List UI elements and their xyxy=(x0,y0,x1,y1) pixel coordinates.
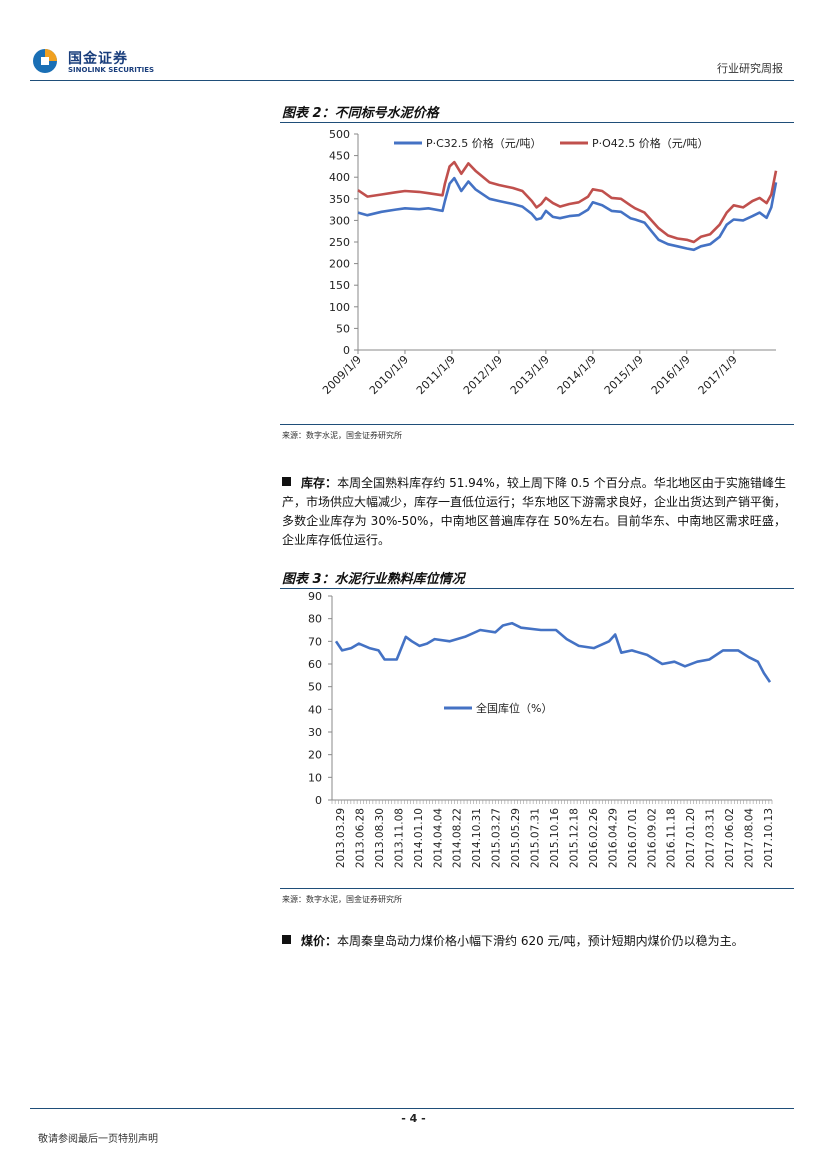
bullet-icon xyxy=(282,935,291,944)
y-tick-label: 250 xyxy=(329,236,350,249)
y-tick-label: 350 xyxy=(329,193,350,206)
x-tick-label: 2013.03.29 xyxy=(335,808,347,868)
page-number: - 4 - xyxy=(401,1112,426,1125)
x-tick-label: 2016.11.18 xyxy=(666,808,678,868)
y-tick-label: 0 xyxy=(315,794,322,807)
figure3-source: 来源：数字水泥，国金证券研究所 xyxy=(282,895,402,904)
figure2-bottom-rule xyxy=(280,424,794,425)
x-tick-label: 2015/1/9 xyxy=(602,353,646,397)
y-tick-label: 40 xyxy=(308,703,322,716)
bullet-icon xyxy=(282,477,291,486)
inventory-paragraph: 库存：本周全国熟料库存约 51.94%，较上周下降 0.5 个百分点。华北地区由… xyxy=(282,474,786,550)
x-tick-label: 2017.03.31 xyxy=(705,808,717,868)
legend-label: P·O42.5 价格（元/吨） xyxy=(592,136,708,150)
x-tick-label: 2014/1/9 xyxy=(555,353,599,397)
y-tick-label: 200 xyxy=(329,258,350,271)
x-tick-label: 2016.02.26 xyxy=(588,808,600,868)
x-tick-label: 2016.07.01 xyxy=(627,808,639,868)
legend-label: P·C32.5 价格（元/吨） xyxy=(426,136,542,150)
inventory-label: 库存： xyxy=(301,476,338,490)
x-tick-label: 2017.10.13 xyxy=(763,808,775,868)
series-line-2 xyxy=(357,160,778,244)
y-tick-label: 90 xyxy=(308,590,322,603)
x-tick-label: 2017.01.20 xyxy=(685,808,697,868)
y-tick-label: 100 xyxy=(329,301,350,314)
x-tick-label: 2012/1/9 xyxy=(461,353,505,397)
y-tick-label: 0 xyxy=(343,344,350,357)
y-tick-label: 50 xyxy=(308,681,322,694)
figure2-source: 来源：数字水泥，国金证券研究所 xyxy=(282,431,402,440)
y-tick-label: 10 xyxy=(308,771,322,784)
x-tick-label: 2015.07.31 xyxy=(530,808,542,868)
logo-chinese-name: 国金证券 xyxy=(68,51,128,67)
x-tick-label: 2013/1/9 xyxy=(508,353,552,397)
figure3-title-rule xyxy=(280,588,794,589)
figure2-title: 图表 2：不同标号水泥价格 xyxy=(282,106,439,121)
report-type: 行业研究周报 xyxy=(717,62,783,75)
coal-text: 本周秦皇岛动力煤价格小幅下滑约 620 元/吨，预计短期内煤价仍以稳为主。 xyxy=(337,934,744,948)
x-tick-label: 2010/1/9 xyxy=(367,353,411,397)
x-tick-label: 2015.10.16 xyxy=(549,808,561,868)
series-line-1 xyxy=(357,176,778,252)
x-tick-label: 2015.05.29 xyxy=(510,808,522,868)
header-rule xyxy=(30,80,794,81)
y-tick-label: 400 xyxy=(329,171,350,184)
y-tick-label: 300 xyxy=(329,214,350,227)
inventory-text: 本周全国熟料库存约 51.94%，较上周下降 0.5 个百分点。华北地区由于实施… xyxy=(282,476,787,547)
company-logo: 国金证券 SINOLINK SECURITIES xyxy=(32,46,154,78)
x-tick-label: 2015.03.27 xyxy=(491,808,503,868)
x-tick-label: 2009/1/9 xyxy=(320,353,364,397)
y-tick-label: 20 xyxy=(308,749,322,762)
disclaimer: 敬请参阅最后一页特别声明 xyxy=(38,1134,158,1145)
y-tick-label: 80 xyxy=(308,613,322,626)
x-tick-label: 2016.09.02 xyxy=(646,808,658,868)
legend-label: 全国库位（%） xyxy=(476,701,552,715)
y-tick-label: 500 xyxy=(329,128,350,141)
x-tick-label: 2013.11.08 xyxy=(393,808,405,868)
x-tick-label: 2013.06.28 xyxy=(354,808,366,868)
figure3-title: 图表 3：水泥行业熟料库位情况 xyxy=(282,572,465,587)
x-tick-label: 2016.04.29 xyxy=(607,808,619,868)
y-tick-label: 70 xyxy=(308,635,322,648)
x-tick-label: 2017.06.02 xyxy=(724,808,736,868)
coal-price-paragraph: 煤价：本周秦皇岛动力煤价格小幅下滑约 620 元/吨，预计短期内煤价仍以稳为主。 xyxy=(282,932,786,951)
x-tick-label: 2011/1/9 xyxy=(414,353,458,397)
series-line-1 xyxy=(334,621,772,683)
x-tick-label: 2017.08.04 xyxy=(744,808,756,868)
y-tick-label: 150 xyxy=(329,279,350,292)
figure2-title-rule xyxy=(280,122,794,123)
y-tick-label: 60 xyxy=(308,658,322,671)
x-tick-label: 2014.10.31 xyxy=(471,808,483,868)
x-tick-label: 2013.08.30 xyxy=(374,808,386,868)
sinolink-logo-icon xyxy=(33,49,57,73)
x-tick-label: 2017/1/9 xyxy=(696,353,740,397)
x-tick-label: 2014.04.04 xyxy=(432,808,444,868)
y-tick-label: 30 xyxy=(308,726,322,739)
footer-rule xyxy=(30,1108,794,1109)
logo-english-name: SINOLINK SECURITIES xyxy=(68,66,155,74)
y-tick-label: 50 xyxy=(336,322,350,335)
coal-label: 煤价： xyxy=(301,934,338,948)
x-tick-label: 2015.12.18 xyxy=(568,808,580,868)
y-tick-label: 450 xyxy=(329,150,350,163)
x-tick-label: 2014.01.10 xyxy=(413,808,425,868)
clinker-inventory-chart: 0 10 20 30 40 50 60 70 80 90 2013.03.29 2013.06.28 2… xyxy=(308,590,775,868)
x-tick-label: 2014.08.22 xyxy=(452,808,464,868)
x-tick-label: 2016/1/9 xyxy=(649,353,693,397)
figure3-bottom-rule xyxy=(280,888,794,889)
